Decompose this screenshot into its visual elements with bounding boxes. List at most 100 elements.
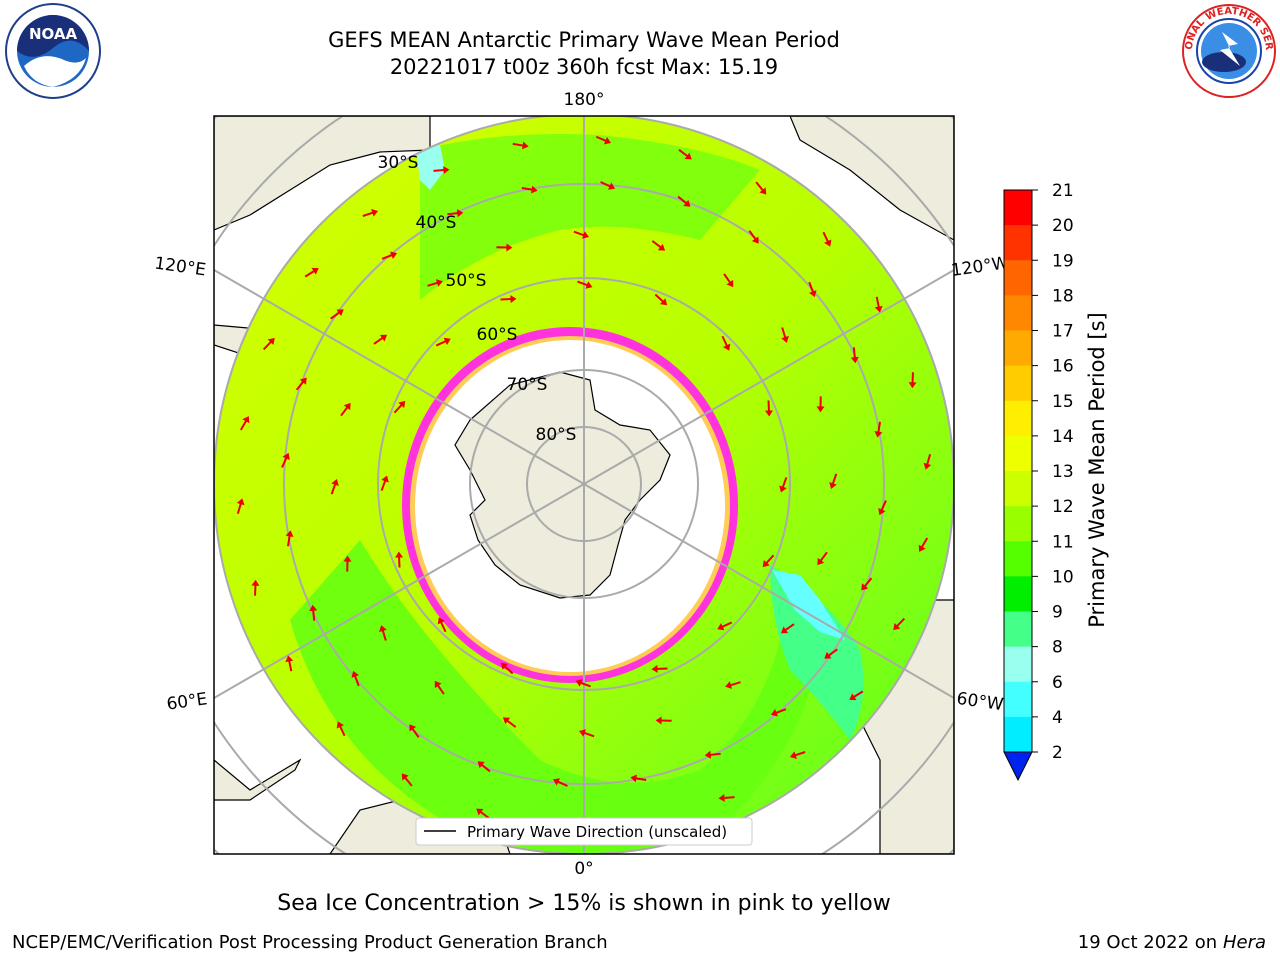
wave-arrow	[770, 708, 787, 717]
colorbar-segment	[1004, 716, 1032, 753]
antarctica	[454, 371, 671, 599]
wave-arrow	[575, 679, 591, 688]
wave-arrow	[808, 281, 817, 298]
footer-host: Hera	[1222, 932, 1266, 953]
wave-arrow	[577, 280, 593, 289]
wave-arrow	[630, 774, 647, 783]
colorbar-tick-label: 14	[1052, 427, 1074, 447]
colorbar-label: Primary Wave Mean Period [s]	[1085, 312, 1109, 628]
wave-arrow	[281, 452, 290, 468]
footer-date-text: 19 Oct 2022 on	[1077, 932, 1223, 953]
lat-label-30s: 30°S	[378, 153, 419, 173]
lon-label-180: 180°	[564, 90, 605, 110]
wave-arrow	[908, 372, 917, 389]
nws-logo: NATIONAL WEATHER SERVICE	[1178, 2, 1276, 98]
wave-arrow	[822, 231, 832, 247]
wave-arrow	[923, 453, 932, 470]
colorbar-segment	[1004, 400, 1032, 437]
wave-arrow	[433, 166, 450, 175]
lon-label-60e: 60°E	[165, 689, 208, 714]
colorbar: 21 20 19 18 17 16 15 14 13 12 11 10 9 8 6 4 2	[1003, 181, 1074, 782]
wave-arrow	[723, 273, 734, 288]
lat-label-60s: 60°S	[477, 325, 518, 345]
wave-arrow	[409, 724, 420, 738]
wave-arrow	[781, 327, 789, 343]
wave-arrow	[395, 551, 404, 568]
colorbar-segment	[1004, 611, 1032, 648]
wave-arrow	[861, 577, 873, 591]
chart-subtitle: 20221017 t00z 360h fcst Max: 15.19	[389, 55, 779, 79]
wave-arrow	[393, 400, 406, 414]
wave-arrow	[704, 750, 721, 759]
wave-arrow	[379, 625, 387, 641]
wave-arrow	[893, 617, 906, 631]
colorbar-tick-label: 9	[1052, 603, 1063, 623]
wave-arrow	[651, 240, 666, 251]
wave-arrow	[655, 716, 672, 725]
colorbar-tick-label: 19	[1052, 251, 1074, 271]
colorbar-segment	[1004, 435, 1032, 472]
lon-label-120e: 120°E	[153, 254, 207, 281]
colorbar-segment	[1004, 330, 1032, 367]
wave-arrow	[285, 655, 294, 672]
colorbar-tick-label: 17	[1052, 322, 1074, 342]
colorbar-tick-label: 21	[1052, 181, 1074, 201]
colorbar-tick-label: 11	[1052, 532, 1074, 552]
wave-arrow	[874, 421, 883, 438]
wave-arrow	[401, 773, 413, 787]
wave-arrow	[579, 729, 595, 738]
chart-title: GEFS MEAN Antarctic Primary Wave Mean Pe…	[328, 28, 840, 52]
wave-arrow	[351, 670, 360, 687]
wave-arrow	[874, 296, 883, 313]
wave-arrow	[678, 148, 692, 160]
wave-arrow	[600, 181, 616, 190]
wave-arrow	[435, 337, 451, 347]
map-frame	[213, 115, 955, 855]
wave-arrow	[262, 337, 275, 351]
wave-arrow	[336, 721, 346, 737]
lat-label-70s: 70°S	[507, 375, 548, 395]
wave-arrow	[552, 778, 568, 787]
lat-label-50s: 50°S	[446, 271, 487, 291]
colorbar-tick-label: 18	[1052, 286, 1074, 306]
colorbar-segment	[1004, 365, 1032, 402]
wave-arrow	[718, 793, 735, 802]
colorbar-segment	[1004, 541, 1032, 577]
wave-arrow	[918, 537, 929, 552]
wave-arrow	[427, 279, 443, 287]
wave-arrow	[380, 475, 389, 491]
wave-arrow	[476, 808, 490, 820]
wave-arrow	[500, 662, 514, 675]
wave-arrow	[343, 555, 352, 572]
wave-arrow	[236, 498, 245, 515]
wave-arrow	[651, 664, 668, 673]
lon-label-0: 0°	[574, 859, 593, 879]
wave-arrow	[789, 751, 806, 759]
wave-arrow	[373, 334, 388, 345]
wave-arrow	[755, 181, 767, 195]
colorbar-tick-label: 10	[1052, 567, 1074, 587]
wave-arrow	[362, 209, 379, 217]
colorbar-segment	[1004, 295, 1032, 331]
colorbar-segment	[1004, 225, 1032, 261]
footer-credit: NCEP/EMC/Verification Post Processing Pr…	[12, 932, 608, 953]
colorbar-segment	[1004, 190, 1032, 226]
wave-arrow	[496, 243, 513, 252]
colorbar-tick-label: 8	[1052, 638, 1063, 658]
wave-arrow	[780, 623, 795, 634]
lat-label-40s: 40°S	[416, 213, 457, 233]
wave-arrow	[477, 761, 491, 773]
wave-arrow	[285, 530, 294, 547]
wave-arrow	[340, 402, 351, 417]
wave-arrow	[304, 267, 319, 278]
wave-arrow	[295, 377, 307, 391]
wave-arrow	[330, 309, 344, 320]
colorbar-segment	[1004, 260, 1032, 296]
wave-arrow	[850, 347, 859, 364]
wave-arrow	[824, 648, 838, 659]
colorbar-tick-label: 2	[1052, 743, 1063, 763]
colorbar-segment	[1004, 646, 1032, 683]
colorbar-tick-label: 6	[1052, 673, 1063, 693]
wave-direction-arrows	[236, 135, 932, 833]
colorbar-extend-triangle	[1003, 751, 1033, 782]
